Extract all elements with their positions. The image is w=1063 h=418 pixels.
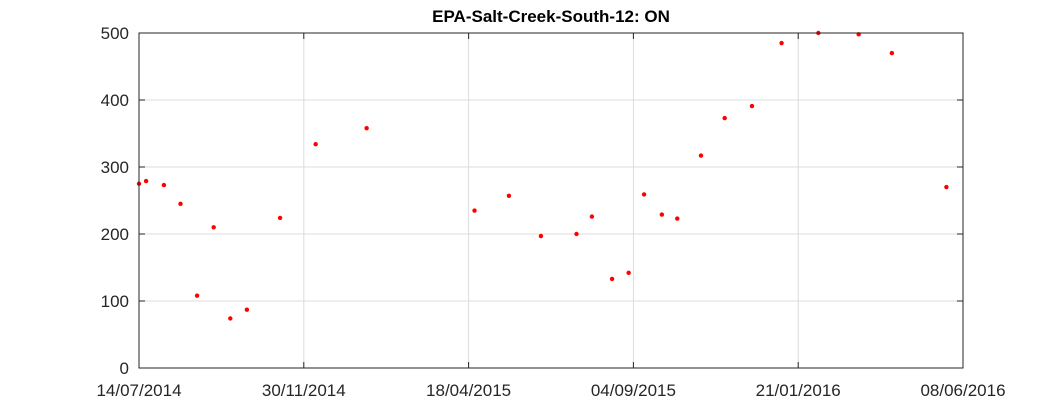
plot-frame	[138, 32, 964, 369]
x-tick-label: 30/11/2014	[262, 381, 346, 400]
plot-background	[139, 33, 963, 368]
data-point	[538, 233, 544, 239]
data-point	[364, 125, 369, 131]
y-tick-label: 500	[101, 24, 129, 43]
y-axis-tick-labels: 0 100 200 300 400 500	[101, 24, 129, 378]
data-point	[277, 215, 283, 221]
data-point	[178, 201, 183, 207]
data-point	[675, 216, 680, 221]
y-tick-label: 400	[101, 91, 129, 110]
x-tick-label: 08/06/2016	[920, 381, 1005, 400]
x-axis-tick-labels: 14/07/2014 30/11/2014 18/04/2015 04/09/2015…	[96, 381, 1005, 400]
data-point	[313, 142, 318, 147]
y-tick-label: 100	[101, 292, 129, 311]
data-point	[472, 208, 477, 213]
data-point	[641, 192, 647, 197]
data-point	[659, 212, 665, 217]
data-point	[779, 40, 784, 46]
data-point	[143, 178, 149, 184]
data-point	[749, 103, 755, 109]
data-point	[574, 231, 579, 237]
x-tick-label: 14/07/2014	[96, 381, 181, 400]
data-point	[211, 225, 216, 230]
x-tick-label: 04/09/2015	[591, 381, 676, 400]
data-point	[889, 50, 895, 56]
data-point	[698, 153, 704, 158]
data-point	[722, 115, 727, 121]
y-tick-label: 0	[120, 359, 129, 378]
data-point	[244, 307, 250, 312]
data-points	[136, 30, 949, 321]
chart-title: EPA-Salt-Creek-South-12: ON	[432, 7, 670, 26]
data-point	[194, 293, 200, 298]
data-point	[626, 270, 631, 276]
data-point	[609, 276, 615, 282]
data-point	[506, 193, 512, 199]
y-tick-label: 300	[101, 158, 129, 177]
data-point	[161, 182, 167, 188]
data-point	[944, 184, 949, 190]
data-point	[228, 316, 233, 321]
x-tick-label: 21/01/2016	[756, 381, 841, 400]
data-point	[589, 214, 595, 219]
grid-lines	[139, 33, 963, 368]
axis-ticks	[138, 32, 964, 369]
x-tick-label: 18/04/2015	[426, 381, 511, 400]
y-tick-label: 200	[101, 225, 129, 244]
